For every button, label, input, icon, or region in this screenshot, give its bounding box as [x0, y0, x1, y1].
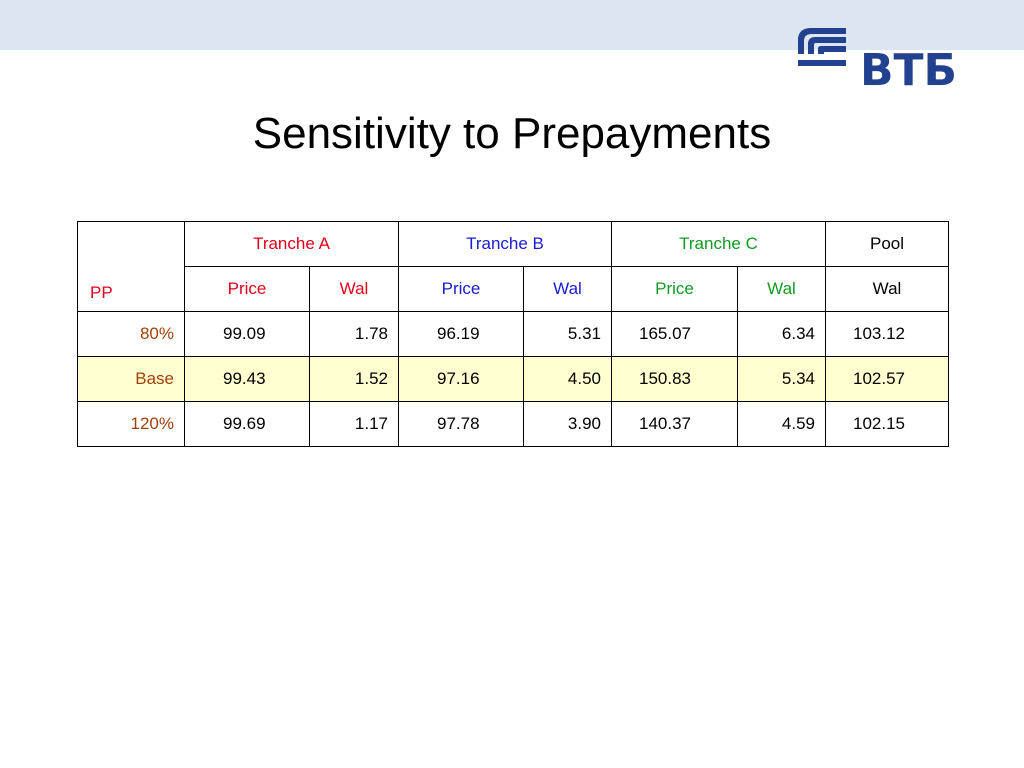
tranche-a-price-cell: 99.09 — [184, 311, 310, 357]
tranche-b-price-cell: 96.19 — [398, 311, 524, 357]
pool-wal-cell: 102.57 — [825, 356, 949, 402]
tranche-a-price-cell: 99.69 — [184, 401, 310, 447]
tranche-a-wal-cell: 1.17 — [309, 401, 399, 447]
pool-header: Pool — [825, 221, 949, 267]
tranche-a-price-cell: 99.43 — [184, 356, 310, 402]
tranche-b-wal-header: Wal — [523, 266, 612, 312]
pool-wal-header: Wal — [825, 266, 949, 312]
row-label: Base — [77, 356, 185, 402]
tranche-c-wal-cell: 5.34 — [737, 356, 826, 402]
table-row-base: Base 99.43 1.52 97.16 4.50 150.83 5.34 1… — [77, 356, 949, 402]
vtb-logo-icon — [798, 28, 846, 66]
tranche-a-wal-cell: 1.52 — [309, 356, 399, 402]
tranche-b-price-cell: 97.78 — [398, 401, 524, 447]
header-row-columns: Price Wal Price Wal Price Wal Wal — [78, 266, 949, 312]
tranche-a-wal-header: Wal — [309, 266, 399, 312]
tranche-b-wal-cell: 5.31 — [523, 311, 612, 357]
pool-wal-cell: 102.15 — [825, 401, 949, 447]
tranche-c-price-cell: 140.37 — [611, 401, 738, 447]
tranche-c-price-cell: 165.07 — [611, 311, 738, 357]
table-row-120: 120% 99.69 1.17 97.78 3.90 140.37 4.59 1… — [77, 401, 949, 447]
tranche-b-header: Tranche B — [398, 221, 612, 267]
pp-header: PP — [77, 221, 185, 312]
tranche-b-price-header: Price — [398, 266, 524, 312]
tranche-a-price-header: Price — [184, 266, 310, 312]
tranche-c-wal-header: Wal — [737, 266, 826, 312]
header-band — [0, 0, 1024, 50]
tranche-c-price-cell: 150.83 — [611, 356, 738, 402]
sensitivity-table: PP Tranche A Tranche B Tranche C Pool Pr… — [77, 221, 949, 447]
tranche-c-header: Tranche C — [611, 221, 826, 267]
row-label: 120% — [77, 401, 185, 447]
tranche-b-wal-cell: 4.50 — [523, 356, 612, 402]
vtb-logo-text: ВТБ — [860, 45, 958, 96]
tranche-a-header: Tranche A — [184, 221, 399, 267]
header-row-groups: PP Tranche A Tranche B Tranche C Pool — [77, 221, 949, 312]
tranche-a-wal-cell: 1.78 — [309, 311, 399, 357]
vtb-logo: ВТБ — [794, 26, 966, 96]
row-label: 80% — [77, 311, 185, 357]
tranche-c-price-header: Price — [611, 266, 738, 312]
tranche-b-price-cell: 97.16 — [398, 356, 524, 402]
slide-title: Sensitivity to Prepayments — [252, 109, 772, 158]
tranche-b-wal-cell: 3.90 — [523, 401, 612, 447]
tranche-c-wal-cell: 4.59 — [737, 401, 826, 447]
table-row-80: 80% 99.09 1.78 96.19 5.31 165.07 6.34 10… — [77, 311, 949, 357]
tranche-c-wal-cell: 6.34 — [737, 311, 826, 357]
pool-wal-cell: 103.12 — [825, 311, 949, 357]
